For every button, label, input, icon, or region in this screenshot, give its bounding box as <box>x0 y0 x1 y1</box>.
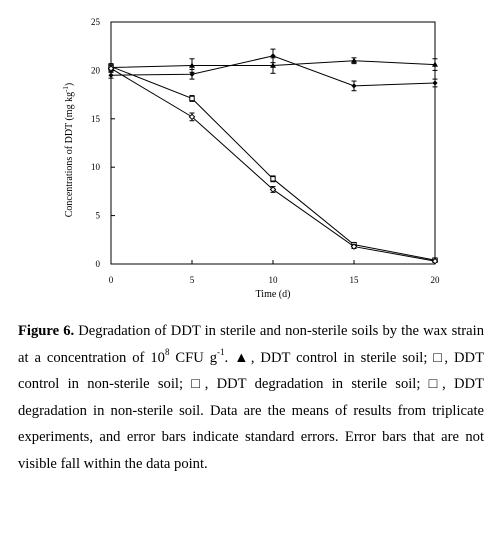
x-tick-label: 0 <box>109 275 114 285</box>
data-point-open-square <box>189 95 195 102</box>
y-axis-title: Concentrations of DDT (mg kg-1) <box>62 83 75 218</box>
data-point-open-diamond <box>269 186 277 193</box>
data-point-open-diamond <box>107 65 115 72</box>
data-point-open-diamond <box>350 243 358 250</box>
data-point-triangle <box>432 61 438 67</box>
y-tick-label: 0 <box>96 259 101 269</box>
data-point-triangle <box>270 62 276 68</box>
series-line-4 <box>110 68 436 262</box>
figure-caption: Figure 6. Degradation of DDT in sterile … <box>18 318 484 478</box>
x-axis-title: Time (d) <box>256 289 291 300</box>
data-point-triangle <box>189 62 195 68</box>
caption-text-2: CFU g <box>169 349 217 366</box>
x-tick-label: 5 <box>190 275 195 285</box>
y-tick-label: 15 <box>91 114 101 124</box>
chart-figure: 0 5 10 15 20 25 0 5 10 15 20 Concentrations of DDT… <box>62 17 441 300</box>
y-tick-label: 10 <box>91 162 101 172</box>
data-point-filled-diamond <box>351 83 357 89</box>
x-tick-label: 15 <box>350 275 360 285</box>
y-axis-title-tail: ) <box>64 83 75 86</box>
caption-sup-2: -1 <box>217 346 225 357</box>
y-axis-title-sup: -1 <box>62 86 70 92</box>
series-line-3 <box>110 66 436 261</box>
caption-text-1: Degradation of DDT in sterile and non-st… <box>18 323 484 366</box>
x-tick-label: 20 <box>431 275 441 285</box>
caption-label: Figure 6. <box>18 323 75 339</box>
data-point-filled-diamond <box>189 71 195 77</box>
y-tick-label: 5 <box>96 211 101 221</box>
data-point-open-diamond <box>431 257 439 265</box>
y-tick-label: 20 <box>91 65 101 75</box>
data-point-filled-diamond <box>432 80 438 86</box>
y-axis-title-text: Concentrations of DDT (mg kg <box>64 92 75 217</box>
data-point-filled-diamond <box>108 72 114 78</box>
data-point-filled-diamond <box>270 53 276 59</box>
data-point-open-diamond <box>188 113 196 121</box>
caption-text-3: . ▲, DDT control in sterile soil; □, DDT… <box>18 349 484 472</box>
x-tick-label: 10 <box>269 275 279 285</box>
chart-svg: 0 5 10 15 20 25 0 5 10 15 20 Concentrations of DDT… <box>62 17 441 300</box>
data-point-triangle <box>351 57 357 63</box>
data-point-open-square <box>270 176 276 182</box>
y-tick-label: 25 <box>91 17 101 27</box>
caption-sup-1: 8 <box>164 346 170 357</box>
